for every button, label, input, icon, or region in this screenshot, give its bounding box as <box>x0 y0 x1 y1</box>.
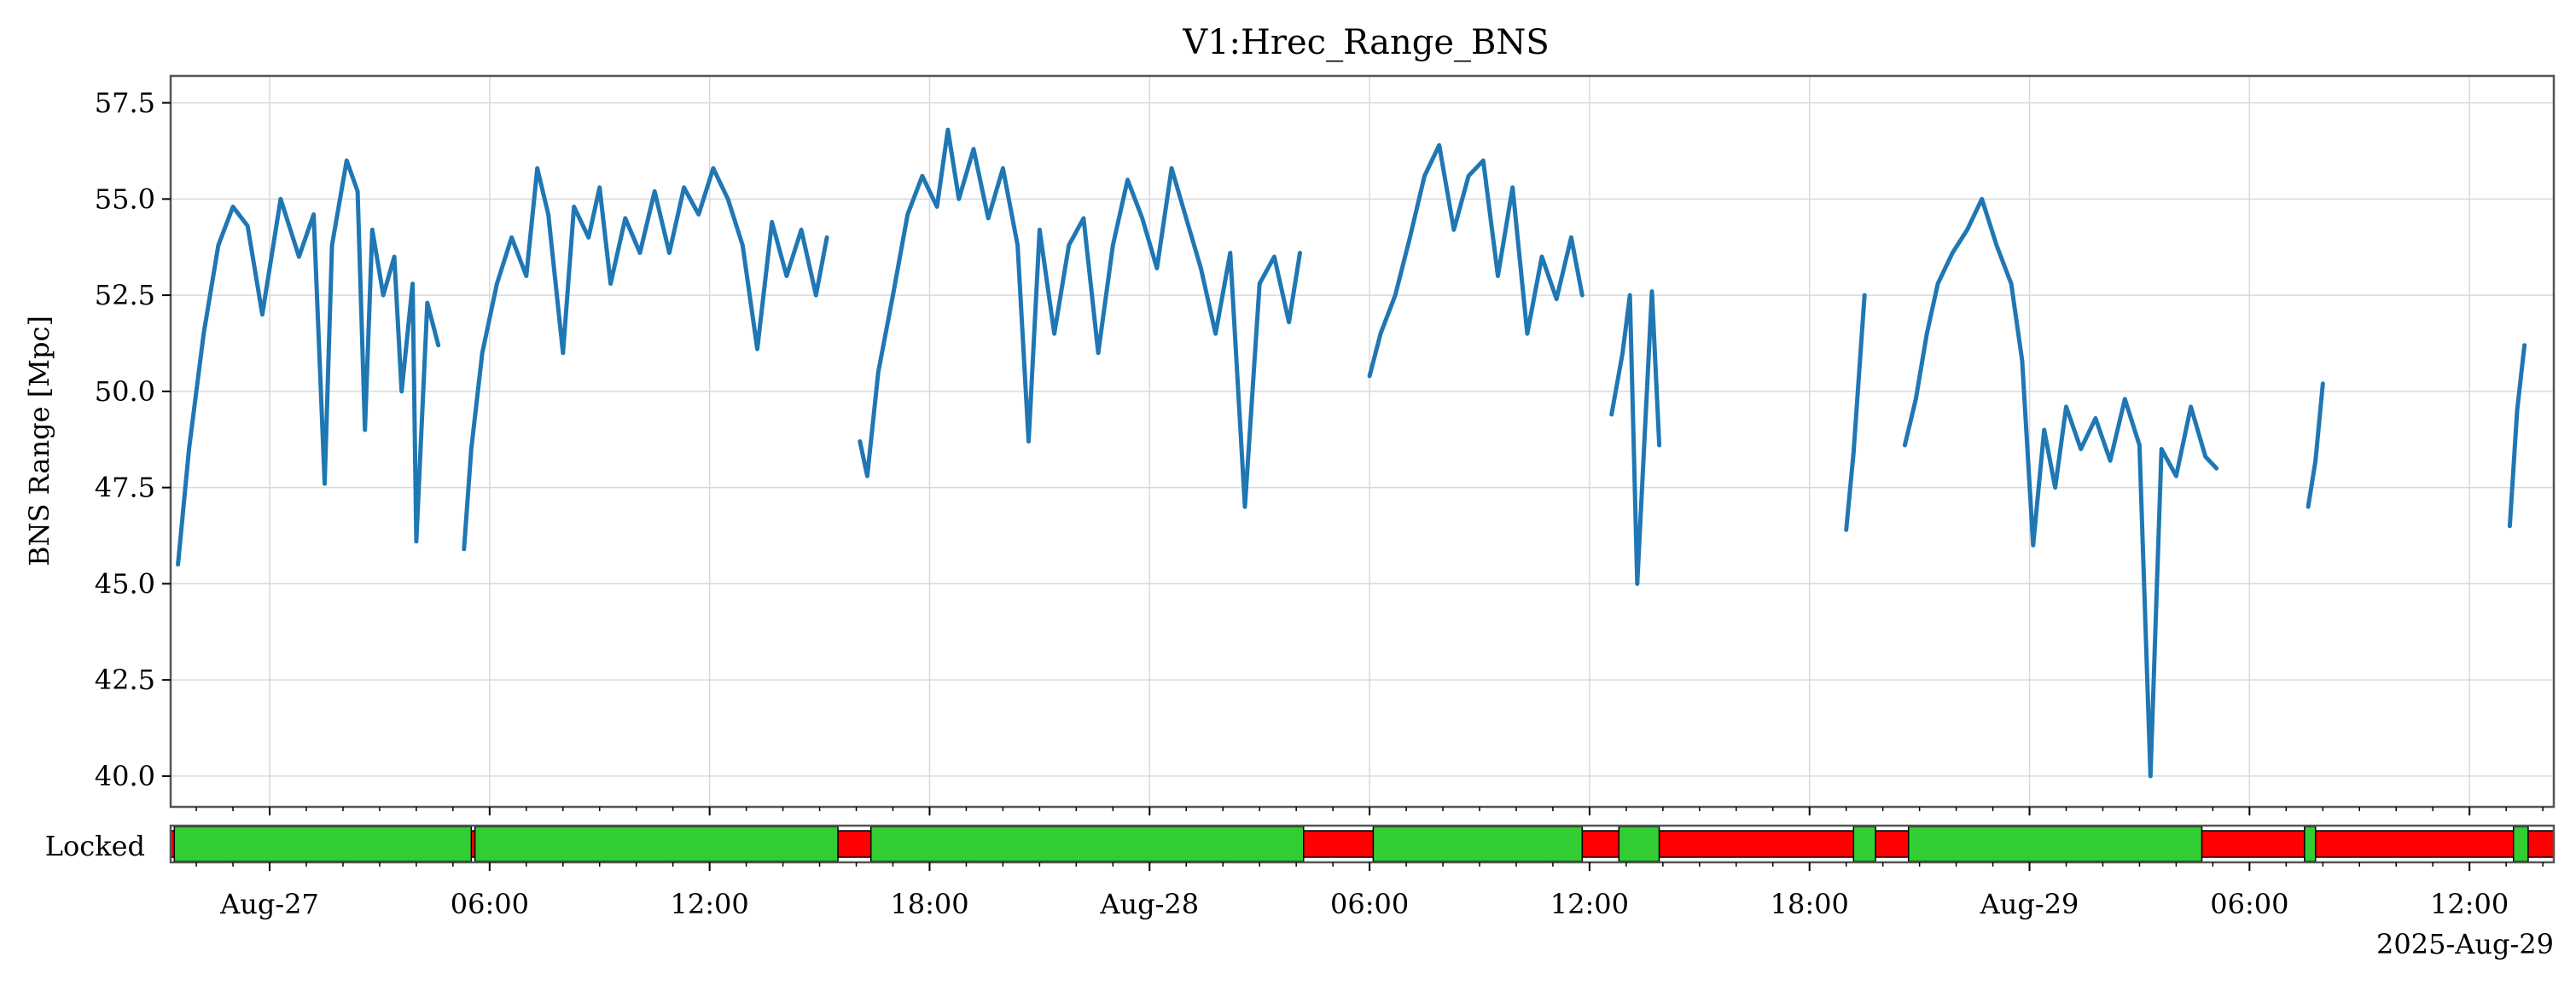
series-line-segment <box>1902 196 2219 779</box>
x-tick-label: Aug-28 <box>1099 888 1199 920</box>
state-bar-frame <box>169 824 2556 864</box>
series-line-segment <box>858 127 1302 509</box>
x-tick-label: 06:00 <box>1330 888 1409 920</box>
state-on-segment <box>869 826 1305 862</box>
data-series <box>176 127 2527 779</box>
x-tick-label: 12:00 <box>671 888 749 920</box>
x-axis-ticks: Aug-27 06:00 12:00 18:00 Aug-28 06:00 12:00 18:… <box>195 807 2544 920</box>
y-gridlines <box>171 102 2554 777</box>
state-on-segment <box>2304 826 2317 862</box>
series-line-segment <box>2507 343 2527 529</box>
x-tick-label: 18:00 <box>1771 888 1849 920</box>
y-axis-ticks: 40.0 42.5 45.0 47.5 50.0 52.5 55.0 57.5 <box>95 87 171 792</box>
series-line-segment <box>1844 293 1867 532</box>
series-line-segment <box>1609 289 1662 586</box>
x-tick-label: 06:00 <box>451 888 529 920</box>
x-tick-label: Aug-27 <box>219 888 319 920</box>
y-tick-label: 57.5 <box>95 87 155 119</box>
y-axis-label: BNS Range [Mpc] <box>23 316 55 566</box>
y-tick-label: 45.0 <box>95 567 155 600</box>
x-epoch-label: 2025-Aug-29 <box>2376 928 2554 960</box>
state-on-segment <box>2512 826 2529 862</box>
x-tick-label: Aug-29 <box>1980 888 2079 920</box>
x-tick-label: 12:00 <box>1550 888 1629 920</box>
state-bar-label: Locked <box>45 830 145 862</box>
state-on-segment <box>1852 826 1876 862</box>
y-tick-label: 52.5 <box>95 279 155 311</box>
y-tick-label: 42.5 <box>95 664 155 696</box>
chart-title: V1:Hrec_Range_BNS <box>1182 23 1550 62</box>
x-tick-label: 12:00 <box>2430 888 2509 920</box>
state-on-segment <box>474 826 839 862</box>
state-on-segment <box>173 826 473 862</box>
plot-frame <box>169 74 2556 809</box>
x-tick-label: 18:00 <box>890 888 968 920</box>
state-on-segment <box>1372 826 1584 862</box>
y-tick-label: 55.0 <box>95 183 155 215</box>
series-line-segment <box>176 158 441 567</box>
series-line-segment <box>462 165 829 552</box>
y-tick-label: 47.5 <box>95 472 155 504</box>
x-tick-label: 06:00 <box>2210 888 2288 920</box>
y-tick-label: 40.0 <box>95 760 155 792</box>
series-line-segment <box>1367 142 1585 379</box>
y-tick-label: 50.0 <box>95 375 155 408</box>
series-line-segment <box>2306 381 2325 509</box>
state-on-segment <box>1618 826 1660 862</box>
state-bar <box>170 826 2555 862</box>
state-on-segment <box>1907 826 2203 862</box>
x-gridlines <box>269 76 2470 807</box>
